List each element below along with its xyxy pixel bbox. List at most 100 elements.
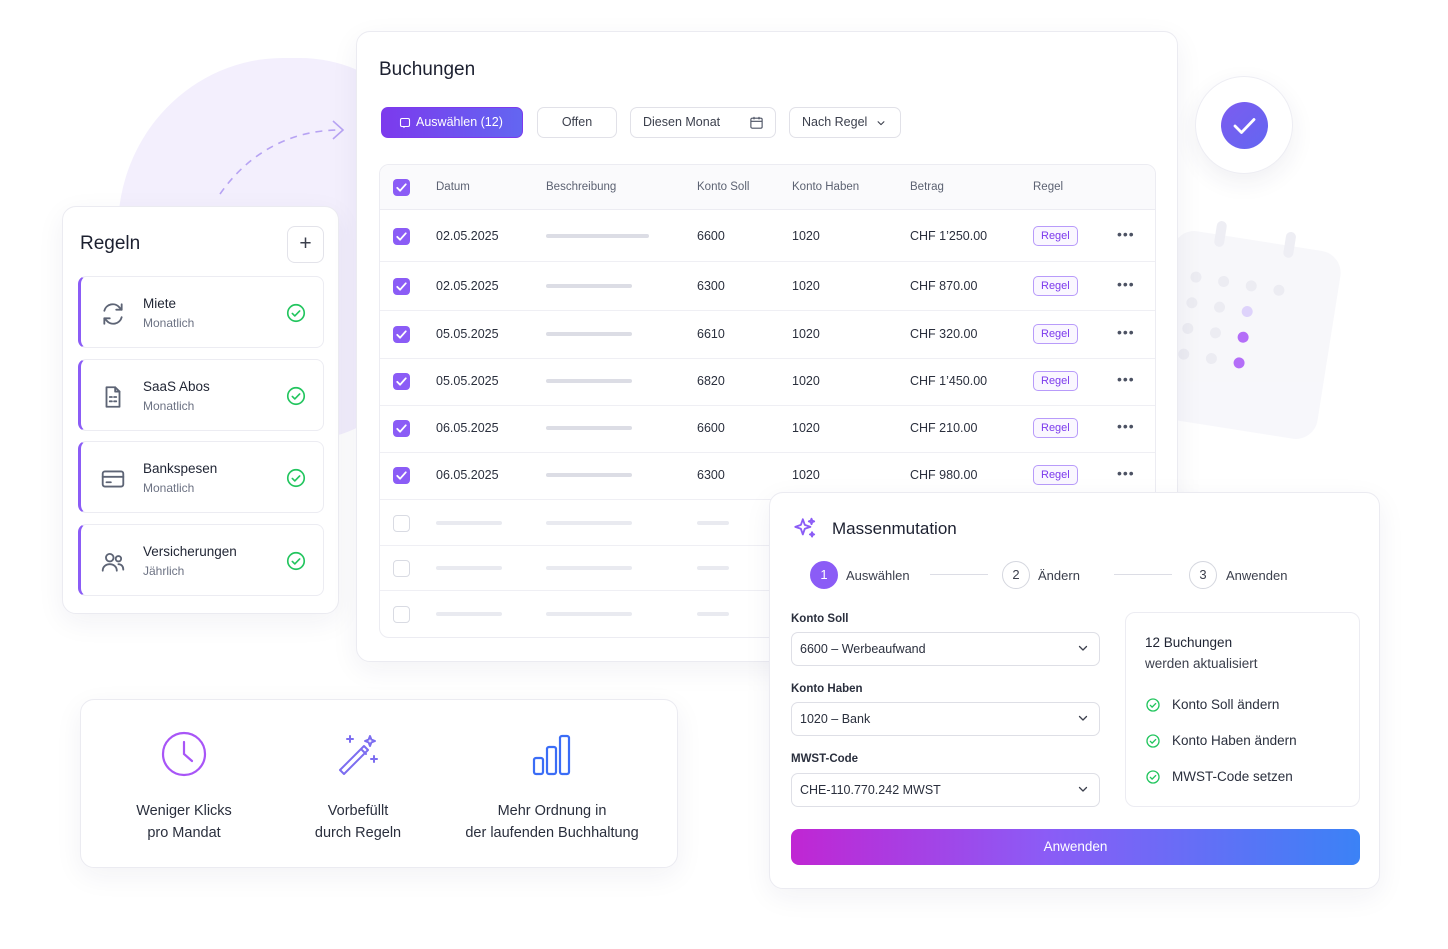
row-date: 05.05.2025 bbox=[436, 374, 499, 388]
description-placeholder bbox=[546, 426, 632, 430]
check-circle-icon bbox=[1146, 770, 1160, 784]
row-checkbox[interactable] bbox=[393, 467, 410, 484]
column-header-rule[interactable]: Regel bbox=[1033, 181, 1064, 193]
step-1-label: Auswählen bbox=[846, 568, 910, 583]
row-amount: CHF 980.00 bbox=[910, 468, 978, 482]
rule-item-versicherungen[interactable]: Versicherungen Jährlich bbox=[78, 524, 324, 596]
rule-badge[interactable]: Regel bbox=[1033, 418, 1078, 438]
more-options-icon[interactable]: ••• bbox=[1117, 276, 1135, 292]
rule-name: Versicherungen bbox=[143, 544, 237, 559]
description-placeholder bbox=[546, 612, 632, 616]
feature-label-line2: durch Regeln bbox=[314, 825, 402, 841]
feature-more-order: Mehr Ordnung in der laufenden Buchhaltun… bbox=[452, 730, 652, 844]
step-3-indicator[interactable]: 3 bbox=[1189, 561, 1217, 589]
checkmark-icon bbox=[396, 377, 407, 386]
column-header-description[interactable]: Beschreibung bbox=[546, 181, 617, 193]
row-checkbox[interactable] bbox=[393, 278, 410, 295]
bookings-title: Buchungen bbox=[379, 59, 476, 80]
rule-badge[interactable]: Regel bbox=[1033, 465, 1078, 485]
more-options-icon[interactable]: ••• bbox=[1117, 371, 1135, 387]
row-checkbox[interactable] bbox=[393, 326, 410, 343]
checkmark-icon bbox=[396, 232, 407, 241]
step-1-indicator[interactable]: 1 bbox=[810, 561, 838, 589]
bookings-panel: Buchungen Auswählen (12) Offen Diesen Mo… bbox=[356, 31, 1178, 662]
row-credit: 1020 bbox=[792, 421, 820, 435]
add-rule-button[interactable]: + bbox=[287, 226, 324, 263]
chevron-down-icon bbox=[1078, 645, 1088, 651]
checkmark-icon bbox=[396, 183, 407, 192]
date-placeholder bbox=[436, 566, 502, 570]
refresh-icon bbox=[103, 303, 123, 325]
row-checkbox[interactable] bbox=[393, 373, 410, 390]
debit-account-select[interactable]: 6600 – Werbeaufwand bbox=[791, 632, 1100, 666]
description-placeholder bbox=[546, 566, 632, 570]
row-amount: CHF 870.00 bbox=[910, 279, 978, 293]
rule-badge[interactable]: Regel bbox=[1033, 226, 1078, 246]
rule-badge[interactable]: Regel bbox=[1033, 276, 1078, 296]
users-icon bbox=[101, 552, 125, 572]
table-row[interactable]: 06.05.2025 6600 1020 CHF 210.00 Regel ••… bbox=[380, 406, 1155, 453]
debit-placeholder bbox=[697, 566, 729, 570]
select-button[interactable]: Auswählen (12) bbox=[381, 107, 523, 138]
row-credit: 1020 bbox=[792, 374, 820, 388]
apply-button[interactable]: Anwenden bbox=[791, 829, 1360, 865]
row-checkbox[interactable] bbox=[393, 420, 410, 437]
vat-code-select[interactable]: CHE-110.770.242 MWST bbox=[791, 773, 1100, 807]
check-circle-icon bbox=[286, 303, 306, 323]
vat-code-value: CHE-110.770.242 MWST bbox=[800, 783, 941, 797]
feature-label: Vorbefüllt durch Regeln bbox=[258, 800, 458, 844]
row-date: 05.05.2025 bbox=[436, 327, 499, 341]
debit-placeholder bbox=[697, 612, 729, 616]
rule-filter-dropdown[interactable]: Nach Regel bbox=[789, 107, 901, 138]
column-header-debit-account[interactable]: Konto Soll bbox=[697, 181, 750, 193]
row-checkbox[interactable] bbox=[393, 560, 410, 577]
row-date: 02.05.2025 bbox=[436, 229, 499, 243]
row-checkbox[interactable] bbox=[393, 228, 410, 245]
rule-item-bankspesen[interactable]: Bankspesen Monatlich bbox=[78, 441, 324, 513]
magic-wand-icon bbox=[339, 735, 378, 775]
column-header-date[interactable]: Datum bbox=[436, 181, 470, 193]
rule-frequency: Monatlich bbox=[143, 481, 195, 495]
row-credit: 1020 bbox=[792, 327, 820, 341]
placeholder-row[interactable] bbox=[380, 546, 1155, 591]
more-options-icon[interactable]: ••• bbox=[1117, 226, 1135, 242]
feature-label: Weniger Klicks pro Mandat bbox=[84, 800, 284, 844]
select-all-checkbox[interactable] bbox=[393, 179, 410, 196]
more-options-icon[interactable]: ••• bbox=[1117, 418, 1135, 434]
credit-card-icon bbox=[101, 470, 125, 488]
table-row[interactable]: 05.05.2025 6820 1020 CHF 1’450.00 Regel … bbox=[380, 359, 1155, 406]
placeholder-row[interactable] bbox=[380, 500, 1155, 546]
checkmark-icon bbox=[396, 282, 407, 291]
rule-item-miete[interactable]: Miete Monatlich bbox=[78, 276, 324, 348]
table-row[interactable]: 06.05.2025 6300 1020 CHF 980.00 Regel ••… bbox=[380, 453, 1155, 500]
summary-item-label: MWST-Code setzen bbox=[1172, 769, 1293, 784]
placeholder-row[interactable] bbox=[380, 591, 1155, 637]
more-options-icon[interactable]: ••• bbox=[1117, 465, 1135, 481]
row-credit: 1020 bbox=[792, 468, 820, 482]
row-checkbox[interactable] bbox=[393, 606, 410, 623]
rule-item-saas-abos[interactable]: SaaS Abos Monatlich bbox=[78, 359, 324, 431]
credit-account-value: 1020 – Bank bbox=[800, 712, 871, 726]
column-header-credit-account[interactable]: Konto Haben bbox=[792, 181, 860, 193]
step-2-indicator[interactable]: 2 bbox=[1002, 561, 1030, 589]
feature-label: Mehr Ordnung in der laufenden Buchhaltun… bbox=[452, 800, 652, 844]
column-header-amount[interactable]: Betrag bbox=[910, 181, 944, 193]
row-debit: 6610 bbox=[697, 327, 725, 341]
row-amount: CHF 320.00 bbox=[910, 327, 978, 341]
credit-account-select[interactable]: 1020 – Bank bbox=[791, 702, 1100, 736]
chevron-down-icon bbox=[1078, 715, 1088, 721]
date-placeholder bbox=[436, 612, 502, 616]
rule-frequency: Jährlich bbox=[143, 564, 185, 578]
select-button-label: Auswählen (12) bbox=[416, 115, 503, 129]
table-row[interactable]: 02.05.2025 6600 1020 CHF 1’250.00 Regel … bbox=[380, 210, 1155, 262]
filter-open-button[interactable]: Offen bbox=[537, 107, 617, 138]
month-filter-button[interactable]: Diesen Monat bbox=[630, 107, 776, 138]
row-checkbox[interactable] bbox=[393, 515, 410, 532]
rule-badge[interactable]: Regel bbox=[1033, 371, 1078, 391]
row-debit: 6820 bbox=[697, 374, 725, 388]
more-options-icon[interactable]: ••• bbox=[1117, 324, 1135, 340]
table-row[interactable]: 02.05.2025 6300 1020 CHF 870.00 Regel ••… bbox=[380, 262, 1155, 311]
vat-code-label: MWST-Code bbox=[791, 753, 859, 765]
rule-badge[interactable]: Regel bbox=[1033, 324, 1078, 344]
table-row[interactable]: 05.05.2025 6610 1020 CHF 320.00 Regel ••… bbox=[380, 311, 1155, 359]
